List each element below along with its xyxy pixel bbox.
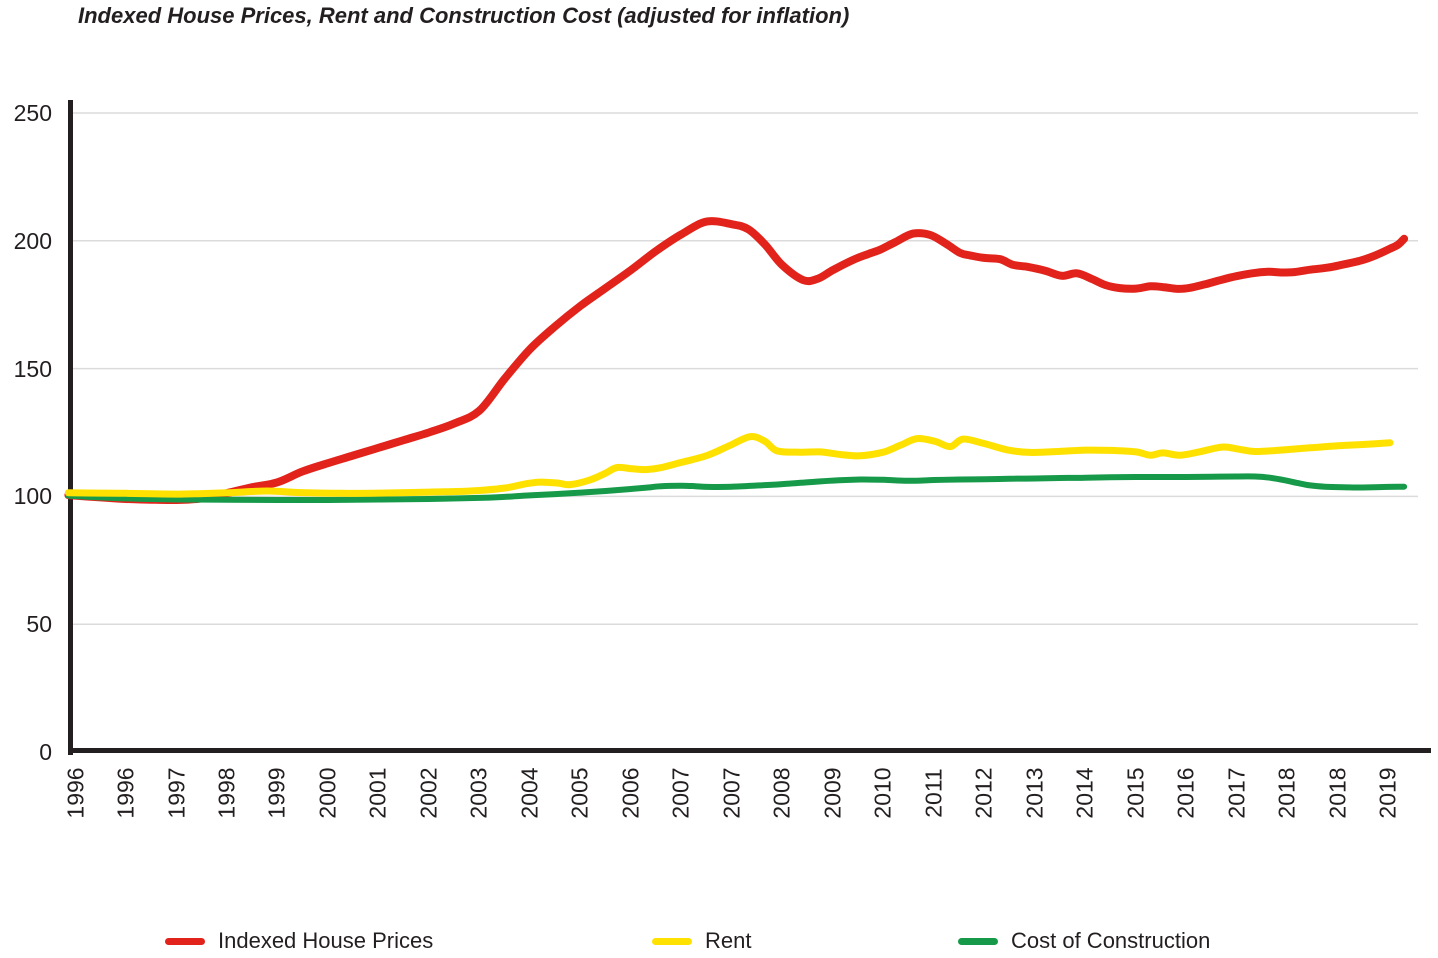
y-tick-label-250: 250 (13, 100, 52, 126)
x-tick-label-4-1999: 1999 (263, 767, 290, 819)
legend-label-rent: Rent (705, 928, 752, 953)
y-tick-label-150: 150 (13, 355, 52, 382)
x-tick-label-3-1998: 1998 (213, 767, 240, 819)
series-line-rent (64, 433, 1394, 498)
legend-swatch-indexed-house-prices (165, 937, 205, 945)
legend-swatch-rent (652, 937, 692, 945)
y-tick-label-200: 200 (13, 227, 52, 254)
x-tick-label-11-2006: 2006 (617, 767, 644, 819)
x-tick-label-15-2009: 2009 (819, 767, 846, 819)
legend-swatch-cost-of-construction (958, 937, 998, 945)
x-tick-label-2-1997: 1997 (163, 767, 189, 819)
legend: Indexed House Prices Rent Cost of Constr… (0, 924, 1438, 958)
x-tick-label-9-2004: 2004 (516, 767, 543, 819)
legend-item-cost-of-construction: Cost of Construction (958, 924, 1210, 958)
x-tick-label-0-1996: 1996 (62, 767, 88, 819)
x-tick-label-23-2017: 2017 (1223, 767, 1249, 819)
y-tick-label-100: 100 (13, 483, 52, 510)
x-tick-label-16-2010: 2010 (869, 767, 896, 819)
chart-title: Indexed House Prices, Rent and Construct… (78, 3, 850, 28)
y-tick-label-0: 0 (39, 739, 52, 765)
series-line-cost-of-construction (65, 473, 1408, 504)
x-axis-line (68, 748, 1431, 753)
x-tick-label-17-2011: 2011 (920, 768, 947, 818)
legend-item-indexed-house-prices: Indexed House Prices (165, 924, 433, 958)
legend-item-rent: Rent (652, 924, 751, 958)
x-tick-label-18-2012: 2012 (970, 767, 997, 819)
x-tick-label-26-2019: 2019 (1374, 767, 1401, 819)
x-tick-label-8-2003: 2003 (465, 767, 492, 819)
x-tick-label-13-2007: 2007 (718, 767, 745, 819)
legend-label-cost-of-construction: Cost of Construction (1011, 928, 1211, 953)
x-tick-label-14-2008: 2008 (768, 767, 795, 819)
y-axis-line (68, 100, 73, 755)
x-tick-label-1-1996: 1996 (112, 767, 139, 819)
series-line-indexed-house-prices (64, 217, 1409, 505)
x-tick-label-6-2001: 2001 (364, 767, 391, 819)
x-tick-label-22-2016: 2016 (1172, 767, 1199, 819)
x-tick-label-24-2018: 2018 (1273, 767, 1300, 819)
y-tick-label-50: 50 (26, 611, 52, 638)
x-tick-label-5-2000: 2000 (314, 767, 341, 819)
x-tick-label-7-2002: 2002 (415, 767, 442, 819)
x-tick-label-20-2014: 2014 (1071, 767, 1098, 819)
x-tick-label-12-2007: 2007 (667, 767, 694, 819)
x-tick-label-21-2015: 2015 (1122, 767, 1149, 819)
x-tick-label-25-2018: 2018 (1324, 767, 1350, 819)
legend-label-indexed-house-prices: Indexed House Prices (218, 928, 434, 953)
x-tick-label-19-2013: 2013 (1021, 767, 1048, 819)
x-tick-label-10-2005: 2005 (566, 767, 593, 819)
